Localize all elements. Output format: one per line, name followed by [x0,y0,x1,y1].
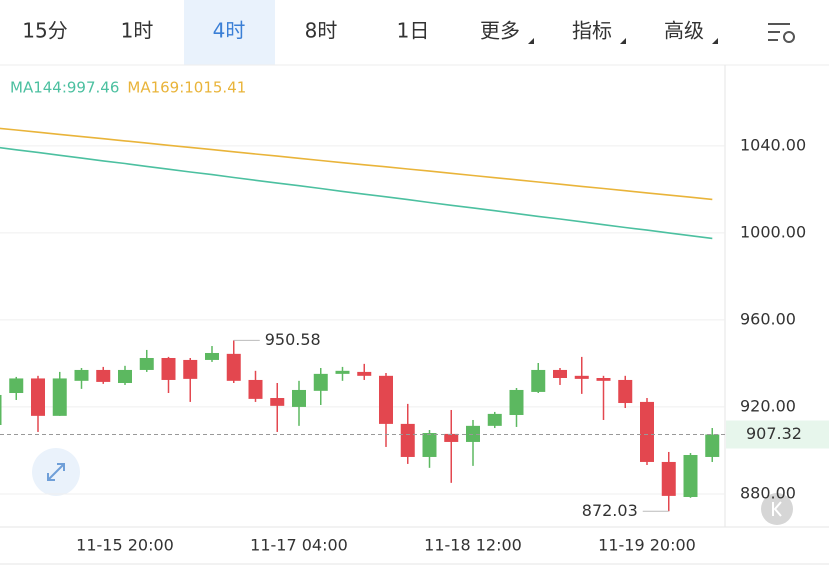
y-tick-label: 1040.00 [740,135,806,154]
candle-body [52,378,67,416]
dropdown-arrow [620,38,626,44]
tab[interactable]: 8时 [305,19,338,43]
candle-body [96,369,111,382]
y-tick-label: 880.00 [740,483,796,502]
candle-body [31,378,45,416]
candle-body [74,369,89,381]
tab[interactable]: 更多 [480,19,520,43]
scroll-latest-button[interactable] [761,493,793,525]
tab[interactable]: 高级 [664,19,704,43]
tab[interactable]: 15分 [22,19,67,43]
candle-body [444,433,459,442]
candle-body [509,389,524,415]
x-tick-label: 11-15 20:00 [76,536,174,555]
candle-body [161,357,176,380]
candle-body [705,434,720,457]
candle-body [400,423,415,457]
candle-body [139,357,154,370]
candle-body [531,369,546,392]
x-tick-label: 11-18 12:00 [424,536,522,555]
candle-body [596,378,611,381]
candle-body [205,352,219,360]
candle-body [487,413,502,426]
candle-body [335,370,350,374]
candle-body [553,369,567,379]
candle-body [270,398,285,406]
x-tick-label: 11-19 20:00 [598,536,696,555]
tab[interactable]: 1日 [397,19,430,43]
candle-body [118,369,132,384]
candle-body [0,394,2,425]
x-tick-label: 11-17 04:00 [250,536,348,555]
candle-body [574,375,589,379]
moving-average-line [0,127,713,201]
candle-body [640,401,654,462]
tab[interactable]: 4时 [213,19,246,43]
tab[interactable]: 1时 [121,19,154,43]
candle-body [183,359,198,379]
candle-body [9,378,24,394]
candle-body [422,433,437,457]
low-label: 872.03 [582,501,638,520]
current-price-label: 907.32 [746,424,802,443]
candle-body [466,425,480,442]
candle-body [313,373,328,391]
candle-body [226,353,241,381]
candle-body [292,389,306,407]
dropdown-arrow [528,38,534,44]
tab[interactable]: 指标 [572,19,612,43]
candle-body [683,455,698,497]
candle-body [661,461,676,496]
high-label: 950.58 [265,330,321,349]
y-tick-label: 1000.00 [740,222,806,241]
current-price-box [726,420,829,449]
candle-body [357,371,372,376]
moving-average-line [0,146,713,240]
tab-bar: 15分 1时 4时 8时 1日 更多 指标 高级 [22,0,718,65]
legend-entry: MA169:1015.41 [127,79,246,97]
fullscreen-button[interactable] [32,448,80,496]
tab-selected-bg [184,0,275,65]
y-tick-label: 920.00 [740,396,796,415]
candle-body [379,375,393,424]
candle-body [248,379,263,399]
legend-entry: MA144:997.46 [10,79,119,97]
candle-body [618,379,633,404]
y-tick-label: 960.00 [740,309,796,328]
dropdown-arrow [712,38,718,44]
settings-icon[interactable] [768,23,795,43]
